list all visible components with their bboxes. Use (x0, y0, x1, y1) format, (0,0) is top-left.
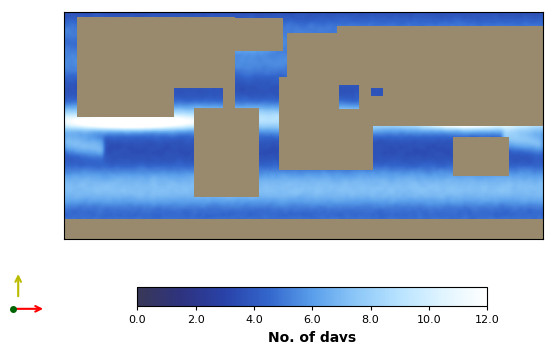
X-axis label: No. of days: No. of days (268, 331, 356, 342)
